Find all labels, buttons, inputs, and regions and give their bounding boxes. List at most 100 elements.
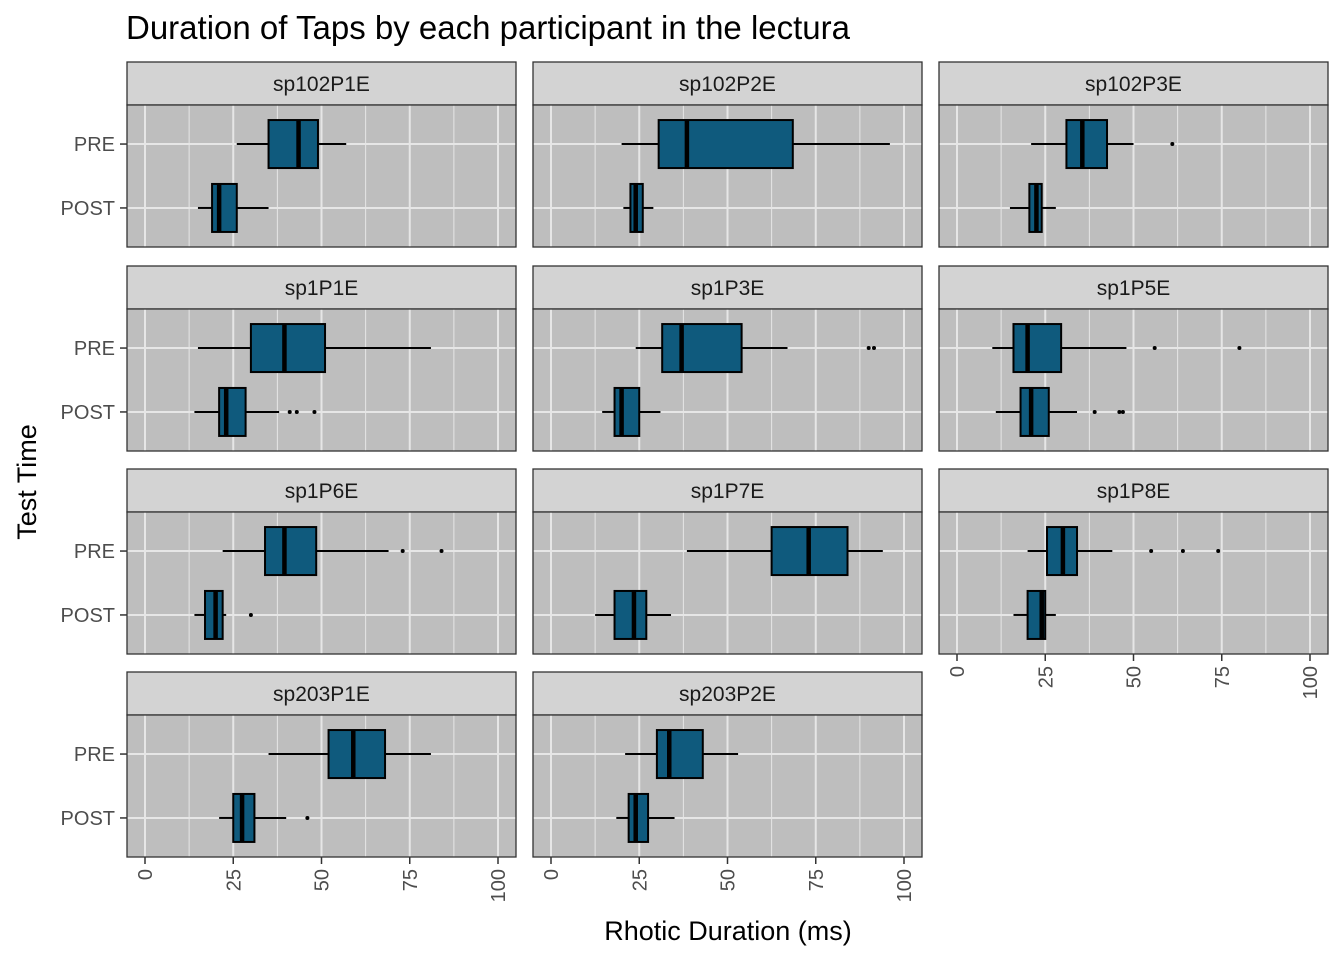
x-tick-label: 25 [629, 869, 651, 891]
box-iqr [264, 526, 318, 577]
box-post [616, 792, 675, 843]
x-tick-label: 0 [947, 666, 969, 677]
facet-label: sp1P1E [285, 277, 359, 300]
outlier-point [871, 346, 876, 351]
box-post [595, 589, 672, 640]
box-pre [625, 729, 739, 780]
box-iqr [655, 729, 704, 780]
x-tick-label: 0 [135, 869, 157, 880]
outlier-point [1170, 142, 1175, 147]
box-pre [1027, 526, 1221, 577]
x-tick-label: 50 [1124, 666, 1146, 688]
chart-title: Duration of Taps by each participant in … [126, 9, 851, 46]
facet-label: sp1P6E [285, 480, 359, 503]
x-tick-label: 0 [541, 869, 563, 880]
x-tick-label: 75 [1212, 666, 1234, 688]
outlier-point [1120, 409, 1125, 414]
box-iqr [327, 729, 387, 780]
facet-strip [126, 671, 517, 716]
outlier-point [1149, 549, 1154, 554]
facet-sp1P5E: sp1P5E [938, 265, 1329, 452]
box-iqr [661, 323, 743, 374]
panel-border [938, 308, 1329, 452]
outlier-point [1092, 409, 1097, 414]
facet-panels: sp102P1E PRE POST sp102P2E sp102P3E sp1P1E PRE… [61, 61, 1329, 902]
x-tick-label: 50 [312, 869, 334, 891]
panel-border [126, 308, 517, 452]
box-post [995, 386, 1125, 437]
box-pre [197, 323, 431, 374]
y-axis-title: Test Time [12, 424, 42, 540]
facet-label: sp1P8E [1097, 480, 1171, 503]
facet-label: sp1P5E [1097, 277, 1171, 300]
panel-border [532, 511, 923, 655]
outlier-point [866, 346, 871, 351]
y-tick-label: PRE [74, 744, 115, 766]
y-tick-label: POST [61, 605, 115, 627]
box-post [623, 182, 654, 233]
panel-border [126, 104, 517, 248]
box-post [1013, 589, 1056, 640]
outlier-point [1180, 549, 1185, 554]
x-tick-label: 100 [488, 869, 510, 902]
facet-strip [126, 265, 517, 310]
y-tick-label: PRE [74, 541, 115, 563]
outlier-point [305, 815, 310, 820]
facet-sp102P2E: sp102P2E [532, 61, 923, 248]
outlier-point [1216, 549, 1221, 554]
facet-label: sp1P3E [691, 277, 765, 300]
box-post [194, 589, 253, 640]
facet-sp1P6E: sp1P6E PRE POST [61, 468, 517, 655]
facet-label: sp102P3E [1085, 73, 1182, 96]
facet-strip [126, 468, 517, 513]
x-axis-title: Rhotic Duration (ms) [604, 916, 852, 946]
x-tick-label: 25 [1035, 666, 1057, 688]
facet-sp1P7E: sp1P7E [532, 468, 923, 655]
facet-sp203P1E: sp203P1E PRE POST 0 25 50 75 100 [61, 671, 517, 902]
facet-strip [532, 265, 923, 310]
outlier-point [248, 612, 253, 617]
box-post [194, 386, 317, 437]
facet-sp102P3E: sp102P3E [938, 61, 1329, 248]
box-pre [1031, 119, 1175, 170]
y-tick-label: POST [61, 808, 115, 830]
box-pre [236, 119, 347, 170]
y-tick-label: POST [61, 198, 115, 220]
y-tick-label: POST [61, 402, 115, 424]
outlier-point [287, 409, 292, 414]
outlier-point [439, 549, 444, 554]
box-post [197, 182, 269, 233]
x-tick-label: 100 [1300, 666, 1322, 699]
facet-label: sp102P2E [679, 73, 776, 96]
y-tick-label: PRE [74, 134, 115, 156]
box-iqr [249, 323, 327, 374]
box-post [602, 386, 661, 437]
x-tick-label: 75 [806, 869, 828, 891]
outlier-point [400, 549, 405, 554]
facet-strip [126, 61, 517, 106]
facet-strip [938, 265, 1329, 310]
box-iqr [613, 589, 648, 640]
outlier-point [1152, 346, 1157, 351]
box-pre [621, 119, 890, 170]
box-iqr [218, 386, 247, 437]
facet-label: sp1P7E [691, 480, 765, 503]
box-iqr [627, 792, 650, 843]
x-tick-label: 75 [400, 869, 422, 891]
box-pre [686, 526, 883, 577]
box-pre [992, 323, 1242, 374]
box-iqr [267, 119, 319, 170]
panel-border [532, 104, 923, 248]
box-pre [635, 323, 876, 374]
facet-label: sp203P1E [273, 683, 370, 706]
outlier-point [312, 409, 317, 414]
facet-sp102P1E: sp102P1E PRE POST [61, 61, 517, 248]
box-pre [268, 729, 431, 780]
y-tick-label: PRE [74, 338, 115, 360]
facet-label: sp203P2E [679, 683, 776, 706]
facet-sp203P2E: sp203P2E 0 25 50 75 100 [532, 671, 923, 902]
box-pre [222, 526, 444, 577]
panel-border [938, 104, 1329, 248]
